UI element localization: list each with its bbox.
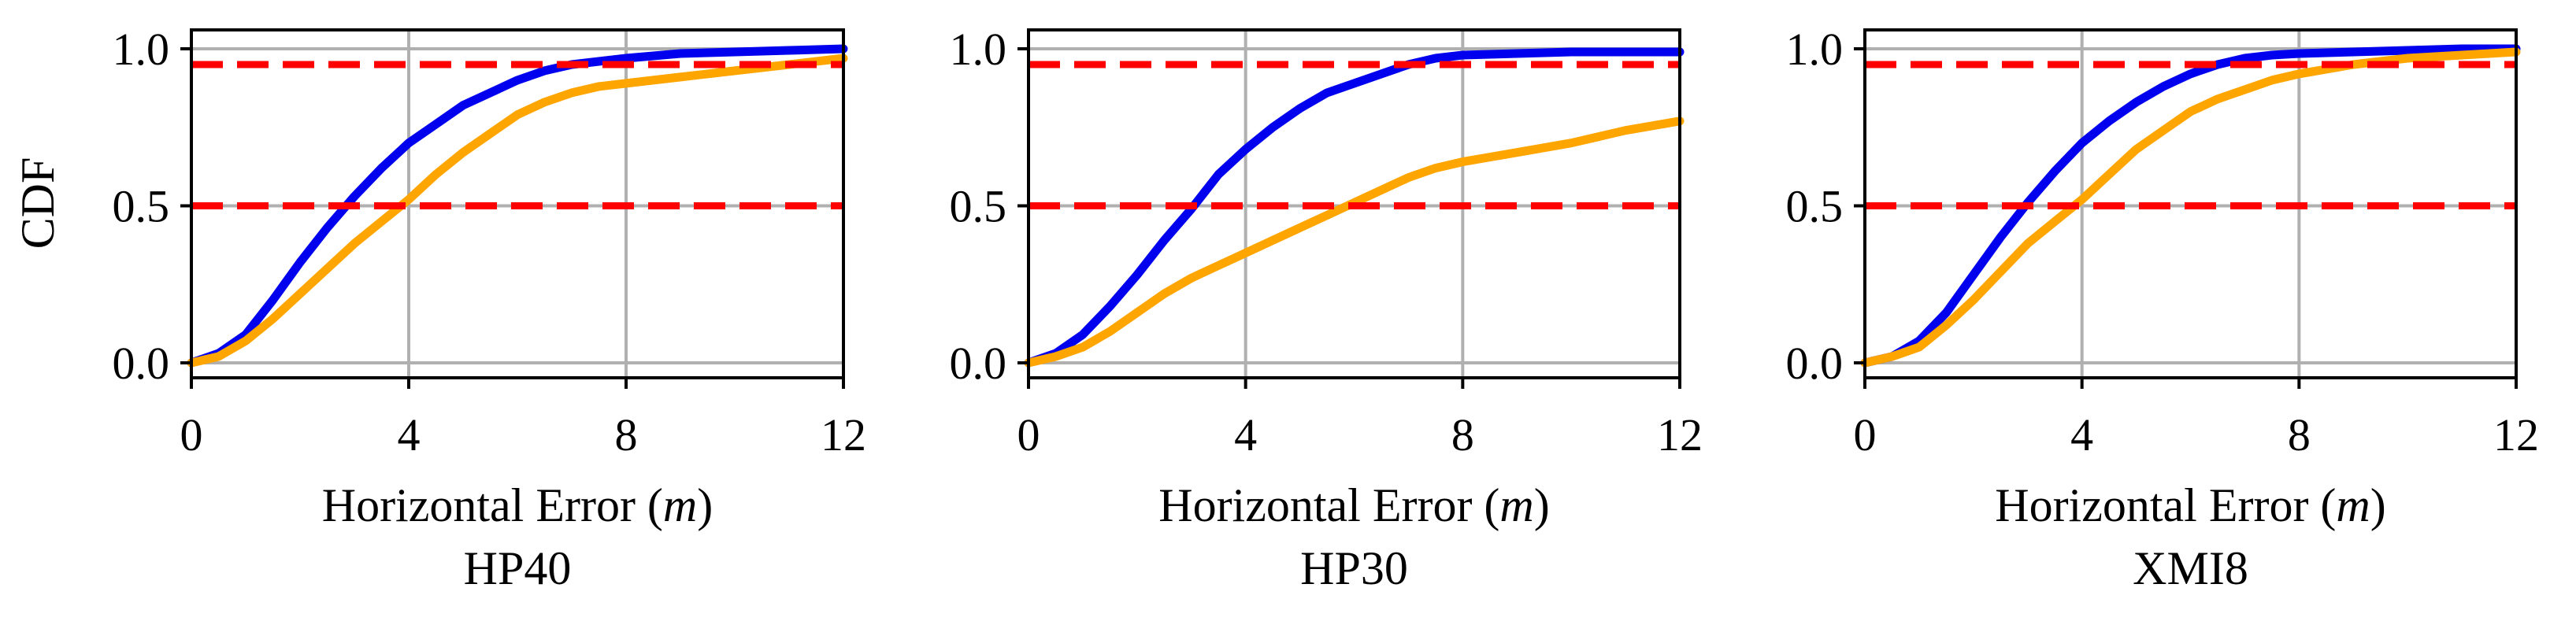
- x-tick-label: 4: [1234, 409, 1257, 460]
- x-tick-label: 12: [1657, 409, 1703, 460]
- series-line-blue: [1860, 44, 2521, 368]
- chart-panel-2: 0 4 8 12 0.0 0.5 1.0 Horizontal Error (m) HP30: [950, 24, 1703, 594]
- x-tick-label: 8: [1451, 409, 1474, 460]
- x-tick-label: 0: [180, 409, 203, 460]
- series-line-blue: [1024, 47, 1685, 368]
- axes-frame: [1027, 28, 1681, 379]
- panel-title: XMI8: [2133, 542, 2248, 594]
- series-line-orange: [187, 54, 848, 368]
- panel-title: HP40: [464, 542, 572, 594]
- x-tick-label: 12: [821, 409, 866, 460]
- axes-frame: [1863, 28, 2518, 379]
- x-tick-label: 8: [615, 409, 638, 460]
- y-axis-label: CDF: [12, 157, 64, 250]
- x-axis-label: Horizontal Error (m): [322, 479, 713, 531]
- y-tick-label: 1.0: [950, 24, 1007, 75]
- x-axis-label: Horizontal Error (m): [1995, 479, 2385, 531]
- y-tick-label: 0.5: [113, 181, 170, 232]
- x-tick-label: 0: [1854, 409, 1877, 460]
- y-tick-label: 0.5: [950, 181, 1007, 232]
- series-line-orange: [1024, 116, 1685, 368]
- y-tick-label: 1.0: [1786, 24, 1844, 75]
- x-axis-label: Horizontal Error (m): [1158, 479, 1549, 531]
- x-tick-label: 8: [2288, 409, 2311, 460]
- x-tick-label: 4: [398, 409, 421, 460]
- series-line-blue: [187, 44, 848, 368]
- y-tick-label: 0.0: [950, 338, 1007, 389]
- x-tick-label: 4: [2070, 409, 2093, 460]
- x-tick-label: 12: [2493, 409, 2539, 460]
- axes-frame: [190, 28, 845, 379]
- y-tick-label: 0.0: [113, 338, 170, 389]
- chart-panel-3: 0 4 8 12 0.0 0.5 1.0 Horizontal Error (m) XMI8: [1786, 24, 2540, 594]
- panel-title: HP30: [1300, 542, 1408, 594]
- y-tick-label: 0.5: [1786, 181, 1844, 232]
- y-tick-label: 0.0: [1786, 338, 1844, 389]
- chart-panel-1: 0 4 8 12 0.0 0.5 1.0 Horizontal Error (m) HP40: [113, 24, 867, 594]
- y-tick-label: 1.0: [113, 24, 170, 75]
- x-tick-label: 0: [1017, 409, 1040, 460]
